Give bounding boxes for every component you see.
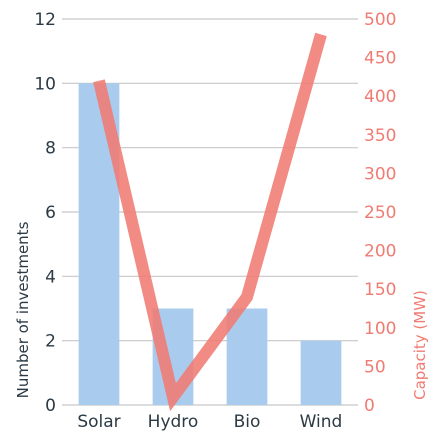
- right-tick-label: 100: [364, 319, 396, 339]
- right-axis-ticks: 0 50 100 150 200 250 300 350 400 450 500: [364, 10, 396, 416]
- right-tick-label: 400: [364, 87, 396, 107]
- left-tick-label: 6: [45, 203, 56, 223]
- left-tick-label: 2: [45, 332, 56, 352]
- x-axis-ticks: Solar Hydro Bio Wind: [77, 412, 342, 432]
- capacity-line: [93, 32, 327, 412]
- x-tick-label: Wind: [300, 412, 343, 432]
- right-tick-label: 300: [364, 164, 396, 184]
- left-tick-label: 8: [45, 139, 56, 159]
- line-series: [93, 32, 327, 412]
- x-tick-label: Solar: [77, 412, 120, 432]
- right-tick-label: 250: [364, 203, 396, 223]
- left-axis-ticks: 0 2 4 6 8 10 12: [34, 10, 56, 416]
- right-axis-title: Capacity (MW): [411, 290, 429, 400]
- left-tick-label: 0: [45, 396, 56, 416]
- right-tick-label: 500: [364, 10, 396, 30]
- x-tick-label: Bio: [234, 412, 261, 432]
- left-tick-label: 12: [34, 10, 56, 30]
- right-tick-label: 200: [364, 242, 396, 262]
- left-tick-label: 4: [45, 267, 56, 287]
- right-tick-label: 0: [364, 396, 375, 416]
- left-axis-title: Number of investments: [14, 221, 32, 398]
- right-tick-label: 350: [364, 126, 396, 146]
- x-tick-label: Hydro: [148, 412, 199, 432]
- left-tick-label: 10: [34, 74, 56, 94]
- right-tick-label: 150: [364, 280, 396, 300]
- right-tick-label: 450: [364, 49, 396, 69]
- right-tick-label: 50: [364, 357, 386, 377]
- bar: [300, 340, 342, 405]
